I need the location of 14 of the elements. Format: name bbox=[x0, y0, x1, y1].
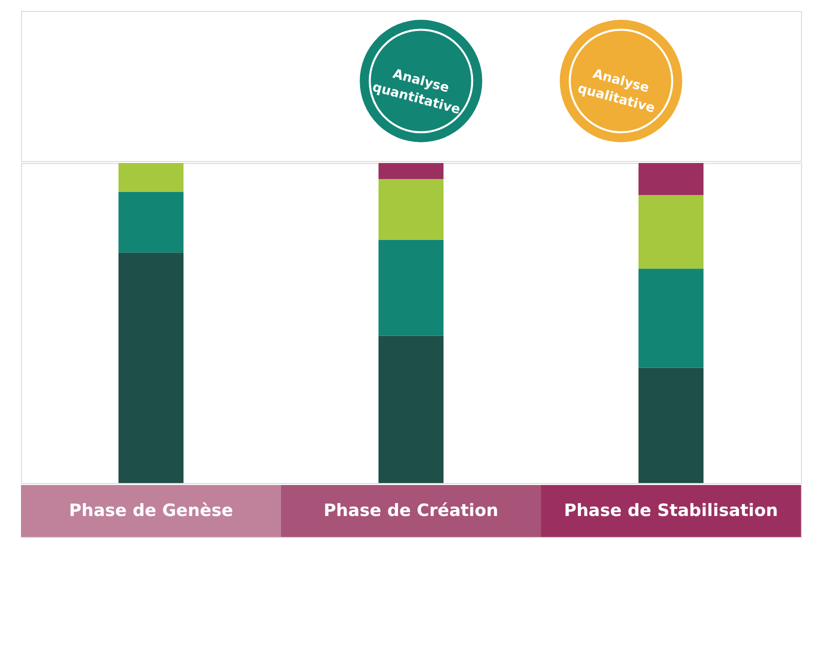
x-tick-label: Phase de Création bbox=[324, 501, 498, 521]
bar bbox=[378, 163, 444, 179]
x-tick-label: Phase de Genèse bbox=[69, 501, 233, 521]
bar bbox=[638, 268, 704, 368]
bar bbox=[118, 192, 184, 253]
bar bbox=[638, 195, 704, 269]
bar bbox=[378, 336, 444, 483]
x-tick-label: Phase de Stabilisation bbox=[564, 501, 778, 521]
bar bbox=[378, 179, 444, 240]
bar bbox=[378, 240, 444, 336]
bar bbox=[638, 163, 704, 195]
bar bbox=[118, 252, 184, 483]
bar bbox=[118, 163, 184, 192]
bar bbox=[638, 368, 704, 483]
